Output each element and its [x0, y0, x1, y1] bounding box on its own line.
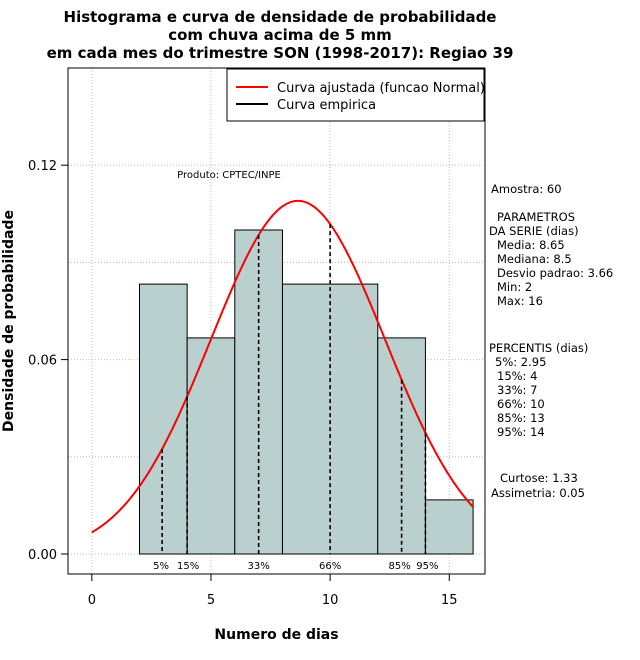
stat-amostra: Amostra: 60: [491, 182, 562, 196]
histogram-bar-1: [186, 337, 236, 555]
plot-frame: [67, 67, 486, 575]
stat-assimetria: Assimetria: 0.05: [491, 486, 585, 500]
percentile-label-66: 66%: [319, 561, 341, 572]
percentile-label-95: 95%: [416, 561, 438, 572]
stat-curtose: Curtose: 1.33: [500, 471, 578, 485]
chart-title-line-1: Histograma e curva de densidade de proba…: [63, 8, 497, 26]
y-axis-label: Densidade de probabilidade: [1, 210, 17, 432]
stat-max: Max: 16: [497, 294, 543, 308]
product-annotation: Produto: CPTEC/INPE: [177, 170, 281, 181]
y-tick-label: 0.00: [28, 548, 57, 563]
stat-parametros-subtitle: DA SERIE (dias): [489, 224, 579, 238]
stat-mediana: Mediana: 8.5: [497, 252, 572, 266]
histogram-bar-5: [424, 499, 474, 555]
x-tick-label: 5: [207, 593, 215, 608]
chart-title-line-3: em cada mes do trimestre SON (1998-2017)…: [46, 44, 514, 62]
x-tick-label: 15: [441, 593, 458, 608]
stat-p95: 95%: 14: [497, 425, 545, 439]
y-tick-label: 0.12: [28, 159, 57, 174]
percentile-label-85: 85%: [388, 561, 410, 572]
stat-p33: 33%: 7: [497, 383, 538, 397]
percentile-label-5: 5%: [153, 561, 169, 572]
stat-parametros-title: PARAMETROS: [497, 210, 576, 224]
stat-min: Min: 2: [497, 280, 533, 294]
stat-p15: 15%: 4: [497, 369, 538, 383]
chart-title-line-2: com chuva acima de 5 mm: [168, 26, 392, 44]
x-axis-label: Numero de dias: [214, 627, 338, 643]
y-tick-label: 0.06: [28, 354, 57, 369]
histogram-bar-0: [138, 283, 188, 555]
stat-percentis-title: PERCENTIS (dias): [489, 341, 589, 355]
percentile-label-15: 15%: [177, 561, 199, 572]
stat-media: Media: 8.65: [497, 238, 565, 252]
x-tick-label: 0: [88, 593, 96, 608]
legend-empirical-label: Curva empirica: [277, 98, 376, 113]
legend-normal-label: Curva ajustada (funcao Normal): [277, 81, 485, 96]
legend-box: [226, 68, 485, 122]
x-tick-label: 10: [322, 593, 339, 608]
stat-desvio: Desvio padrao: 3.66: [497, 266, 614, 280]
percentile-label-33: 33%: [248, 561, 270, 572]
stat-p66: 66%: 10: [497, 397, 545, 411]
stat-p5: 5%: 2.95: [495, 355, 547, 369]
stat-p85: 85%: 13: [497, 411, 545, 425]
normal-curve-line: [91, 199, 474, 534]
